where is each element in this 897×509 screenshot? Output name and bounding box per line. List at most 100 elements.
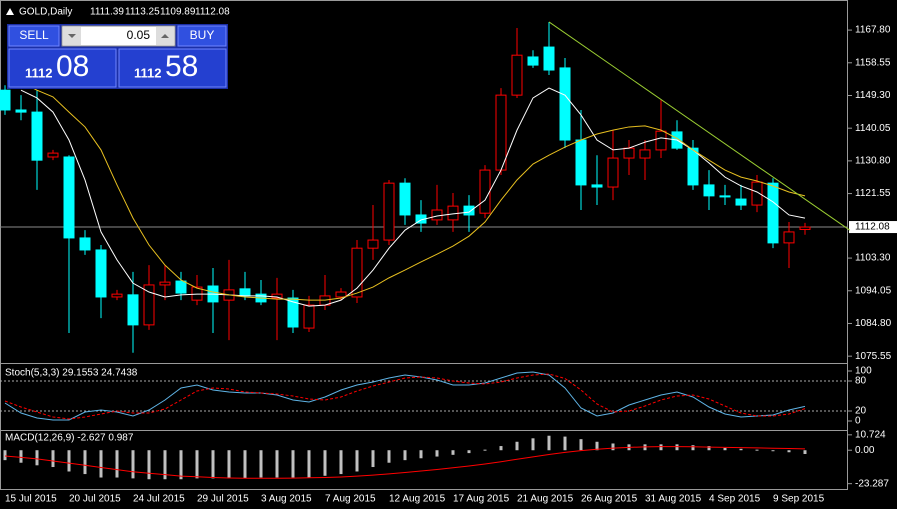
- candle-body: [751, 181, 763, 206]
- candle-body: [783, 231, 795, 244]
- y-tick-label: 1130.80: [855, 156, 891, 167]
- y-tick-label: 1094.05: [855, 285, 892, 296]
- y-tick-label: 0.00: [855, 445, 875, 456]
- price-label-bg: [849, 221, 897, 234]
- candle-body: [639, 149, 651, 159]
- macd-bar: [291, 450, 295, 478]
- candle-body: [591, 184, 603, 188]
- buy-price-box[interactable]: [118, 48, 227, 88]
- candle-body: [719, 195, 731, 198]
- panel-title: MACD(12,26,9) -2.627 0.987: [5, 433, 134, 444]
- macd-bar: [675, 444, 679, 451]
- x-tick-label: 31 Aug 2015: [645, 494, 702, 505]
- macd-bar: [243, 450, 247, 479]
- x-tick-label: 15 Jul 2015: [5, 494, 57, 505]
- x-tick-label: 29 Jul 2015: [197, 494, 249, 505]
- candle-body: [623, 147, 635, 159]
- candle-body: [79, 237, 91, 251]
- candle-body: [335, 291, 347, 298]
- macd-bar: [499, 446, 503, 451]
- macd-bar: [419, 450, 423, 459]
- candle-body: [63, 156, 75, 239]
- macd-bar: [211, 450, 215, 479]
- macd-bar: [147, 450, 151, 480]
- collapse-arrow[interactable]: [6, 8, 14, 15]
- stoch-line: [4, 371, 806, 421]
- candle-body: [31, 111, 43, 161]
- macd-bar: [371, 450, 375, 468]
- candle-body: [767, 182, 779, 244]
- x-tick-label: 26 Aug 2015: [581, 494, 638, 505]
- candle-body: [703, 184, 715, 197]
- buy-button[interactable]: BUY: [177, 25, 227, 47]
- y-tick-label: 100: [855, 366, 872, 377]
- macd-bar: [547, 435, 551, 451]
- candle-body: [399, 182, 411, 216]
- plot-frame: [0, 0, 848, 490]
- sell-price-box[interactable]: [8, 48, 117, 88]
- candle-body: [159, 281, 171, 286]
- candle-body: [351, 247, 363, 298]
- candle-body: [527, 56, 539, 66]
- candle-body: [383, 182, 395, 241]
- x-tick-label: 3 Aug 2015: [261, 494, 312, 505]
- y-tick-label: 80: [855, 376, 867, 387]
- sell-label[interactable]: SELL: [19, 28, 49, 42]
- moving-average: [20, 81, 806, 301]
- candle-body: [479, 169, 491, 214]
- sell-button-bg[interactable]: [8, 25, 60, 47]
- x-tick-label: 24 Jul 2015: [133, 494, 185, 505]
- x-tick-label: 7 Aug 2015: [325, 494, 376, 505]
- macd-bar: [803, 450, 807, 455]
- candle-body: [495, 94, 507, 171]
- macd-bar: [723, 447, 727, 451]
- candle-body: [735, 198, 747, 206]
- macd-bar: [771, 450, 775, 452]
- macd-bar: [467, 450, 471, 454]
- trade-panel: SELL 0.05 BUY 1112 08 1112 58: [7, 24, 228, 89]
- candle-body: [239, 288, 251, 297]
- macd-bar: [659, 444, 663, 451]
- sell-button[interactable]: SELL: [8, 25, 60, 47]
- lot-value[interactable]: 0.05: [127, 28, 151, 42]
- x-tick-label: 21 Aug 2015: [517, 494, 574, 505]
- price-label: 1112.08: [855, 222, 890, 233]
- macd-bar: [403, 450, 407, 461]
- y-tick-label: 1167.80: [855, 25, 891, 36]
- candle-body: [111, 293, 123, 298]
- macd-bar: [195, 450, 199, 479]
- candle-body: [127, 294, 139, 326]
- macd-bar: [51, 450, 55, 468]
- macd-bar: [787, 450, 791, 453]
- y-tick-label: 1075.55: [855, 351, 892, 362]
- y-tick-label: 1121.55: [855, 188, 891, 199]
- macd-bar: [131, 450, 135, 479]
- macd-bar: [707, 446, 711, 451]
- macd-bar: [3, 450, 7, 461]
- candle-body: [543, 46, 555, 71]
- sell-price-small: 08: [56, 50, 89, 83]
- macd-bar: [67, 450, 71, 472]
- y-tick-label: -23.287: [855, 478, 889, 489]
- candle-body: [271, 293, 283, 299]
- candle-body: [431, 209, 443, 221]
- y-tick-label: 1084.80: [855, 318, 892, 329]
- macd-bar: [115, 450, 119, 478]
- x-tick-label: 9 Sep 2015: [773, 494, 825, 505]
- buy-button-bg[interactable]: [177, 25, 227, 47]
- candle-body: [191, 286, 203, 301]
- candle-body: [15, 109, 27, 113]
- candle-body: [463, 205, 475, 216]
- candle-body: [175, 280, 187, 294]
- stoch-line: [4, 373, 806, 420]
- macd-bar: [99, 450, 103, 478]
- y-tick-label: 10.724: [855, 429, 886, 440]
- lot-down-arrow: [68, 34, 76, 38]
- macd-bar: [387, 450, 391, 463]
- macd-bar: [355, 450, 359, 472]
- macd-signal: [4, 446, 806, 479]
- macd-bar: [227, 450, 231, 479]
- macd-bar: [595, 441, 599, 451]
- lot-box[interactable]: [61, 25, 176, 47]
- buy-label[interactable]: BUY: [190, 28, 215, 42]
